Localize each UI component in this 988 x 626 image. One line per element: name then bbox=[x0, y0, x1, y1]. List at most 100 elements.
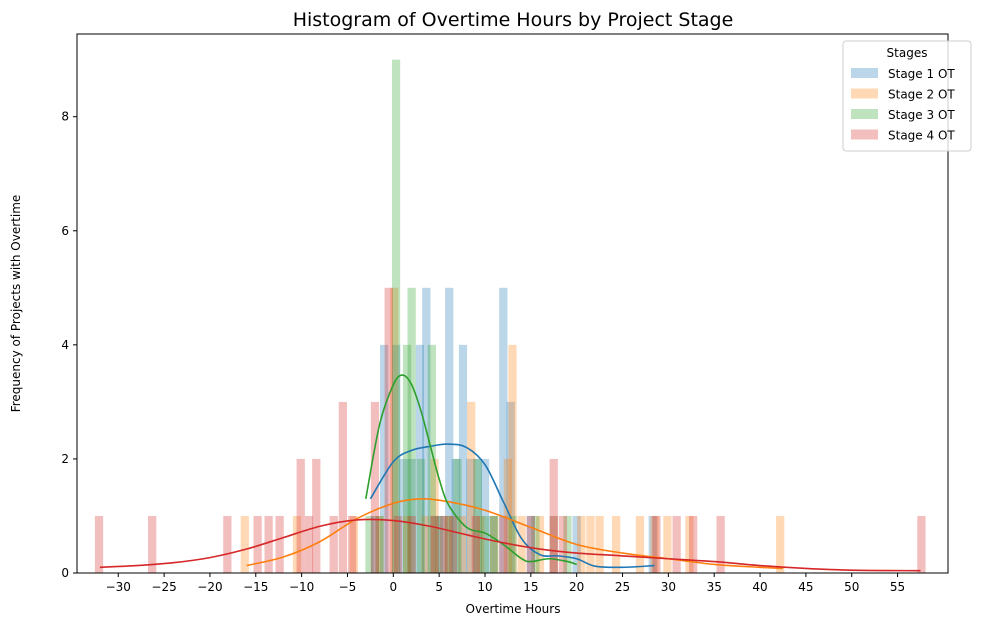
stage-4-bar-19 bbox=[471, 515, 480, 573]
y-tick-label: 8 bbox=[61, 110, 69, 124]
stage-4-bar-22 bbox=[549, 458, 558, 573]
legend-label-stage-1: Stage 1 OT bbox=[888, 67, 955, 81]
x-axis: −30 −25 −20 −15 −10 −5 0 5 10 15 20 25 30 35 40 45 50 55 bbox=[106, 573, 905, 594]
stage-1-bar-8 bbox=[437, 515, 447, 573]
stage-3-bar-4 bbox=[407, 287, 416, 573]
stage-2-bar-10 bbox=[467, 401, 476, 573]
stage-4-bar-27 bbox=[716, 515, 725, 573]
stage-1-bar-9 bbox=[445, 287, 454, 573]
chart-title: Histogram of Overtime Hours by Project S… bbox=[293, 9, 734, 31]
stage-4-bar-8 bbox=[312, 458, 321, 573]
stage-4-bar-17 bbox=[439, 515, 448, 573]
stage-4-bar-24 bbox=[652, 515, 661, 573]
stage-3-bar-7 bbox=[435, 515, 444, 573]
stage-4-bar-2 bbox=[223, 515, 232, 573]
y-tick-label: 4 bbox=[61, 338, 69, 352]
plot-frame bbox=[76, 33, 949, 574]
stage-3-bar-5 bbox=[416, 458, 425, 573]
stage-2-bar-8 bbox=[444, 515, 453, 573]
x-tick-label: 15 bbox=[523, 580, 538, 594]
x-tick-label: −5 bbox=[339, 580, 357, 594]
stage-2-bar-26 bbox=[776, 515, 785, 573]
stage-4-bar-12 bbox=[370, 401, 380, 573]
stage-2-bar-6 bbox=[421, 515, 430, 573]
x-axis-label: Overtime Hours bbox=[466, 602, 561, 616]
x-tick-label: 35 bbox=[707, 580, 722, 594]
stage-1-bar-0 bbox=[370, 515, 380, 573]
stage-1-bar-18 bbox=[526, 515, 535, 573]
stage-2-bar-2 bbox=[349, 515, 359, 573]
stage-4-bar-13 bbox=[384, 287, 393, 573]
stage-4-bar-25 bbox=[672, 515, 681, 573]
stage-2-bar-5 bbox=[402, 515, 412, 573]
stage-3-bar-10 bbox=[473, 458, 482, 573]
stage-2-bar-7 bbox=[430, 458, 439, 573]
x-tick-label: 20 bbox=[569, 580, 584, 594]
stage-4-bar-21 bbox=[526, 515, 535, 573]
stage-3-bar-1 bbox=[375, 515, 384, 573]
stage-1-bar-13 bbox=[473, 458, 482, 573]
stage-2-bar-23 bbox=[650, 515, 659, 573]
x-tick-label: 25 bbox=[615, 580, 630, 594]
x-tick-label: −10 bbox=[289, 580, 314, 594]
x-tick-label: 5 bbox=[435, 580, 443, 594]
stage-2-bar-17 bbox=[549, 515, 558, 573]
stage-1-bar-1 bbox=[380, 344, 389, 573]
stage-4-bar-11 bbox=[347, 515, 357, 573]
legend-box bbox=[842, 40, 972, 152]
stage-4-bar-16 bbox=[430, 515, 439, 573]
stage-1-bar-21 bbox=[648, 515, 657, 573]
stage-4-bar-3 bbox=[253, 515, 262, 573]
stage-2-kde-line bbox=[246, 498, 784, 570]
stage-3-bar-2 bbox=[391, 59, 401, 574]
stage-2-bar-0 bbox=[240, 515, 249, 573]
stage-4-bar-15 bbox=[407, 515, 416, 573]
legend-swatch-stage-4 bbox=[851, 129, 878, 140]
x-tick-label: 30 bbox=[661, 580, 676, 594]
stage-4-bar-26 bbox=[688, 515, 698, 573]
stage-4-kde-line bbox=[99, 518, 921, 572]
y-tick-label: 0 bbox=[61, 566, 69, 580]
bars-layer bbox=[94, 59, 926, 574]
stage-3-bar-9 bbox=[453, 458, 462, 573]
y-axis-label: Frequency of Projects with Overtime bbox=[9, 195, 23, 413]
x-tick-label: 55 bbox=[890, 580, 905, 594]
x-tick-label: 0 bbox=[389, 580, 397, 594]
stage-1-bar-5 bbox=[415, 344, 425, 573]
stage-4-bar-14 bbox=[393, 515, 403, 573]
stage-4-bar-10 bbox=[338, 401, 348, 573]
stage-3-bar-14 bbox=[531, 515, 540, 573]
x-tick-label: 50 bbox=[844, 580, 859, 594]
legend-swatch-stage-2 bbox=[851, 88, 878, 99]
x-tick-label: 10 bbox=[477, 580, 492, 594]
x-tick-label: −15 bbox=[243, 580, 268, 594]
stage-1-bar-14 bbox=[480, 458, 490, 573]
legend-items: Stage 1 OT Stage 2 OT Stage 3 OT Stage 4 OT bbox=[851, 67, 955, 143]
stage-4-bar-18 bbox=[448, 515, 458, 573]
stage-2-bar-13 bbox=[503, 458, 513, 573]
legend-title: Stages bbox=[887, 46, 928, 60]
stage-4-bar-23 bbox=[558, 515, 568, 573]
stage-4-bar-5 bbox=[275, 515, 284, 573]
stage-2-bar-18 bbox=[577, 515, 586, 573]
stage-2-bar-12 bbox=[490, 515, 499, 573]
legend-swatch-stage-1 bbox=[851, 68, 878, 78]
stage-2-bar-22 bbox=[635, 515, 645, 573]
stage-2-bar-1 bbox=[292, 515, 302, 573]
x-tick-label: −20 bbox=[197, 580, 222, 594]
stage-3-bar-6 bbox=[427, 344, 436, 573]
stage-1-kde-line bbox=[369, 443, 655, 569]
stage-3-bar-12 bbox=[490, 515, 499, 573]
kde-layer bbox=[99, 374, 921, 572]
legend-label-stage-4: Stage 4 OT bbox=[888, 129, 955, 143]
stage-3-bar-8 bbox=[445, 515, 454, 573]
y-tick-label: 2 bbox=[61, 452, 69, 466]
stage-1-bar-16 bbox=[499, 287, 508, 573]
stage-1-bar-4 bbox=[407, 458, 416, 573]
x-tick-label: −25 bbox=[151, 580, 176, 594]
stage-2-bar-15 bbox=[517, 515, 526, 573]
legend-swatch-stage-3 bbox=[851, 109, 878, 119]
stage-4-bar-28 bbox=[917, 515, 926, 573]
